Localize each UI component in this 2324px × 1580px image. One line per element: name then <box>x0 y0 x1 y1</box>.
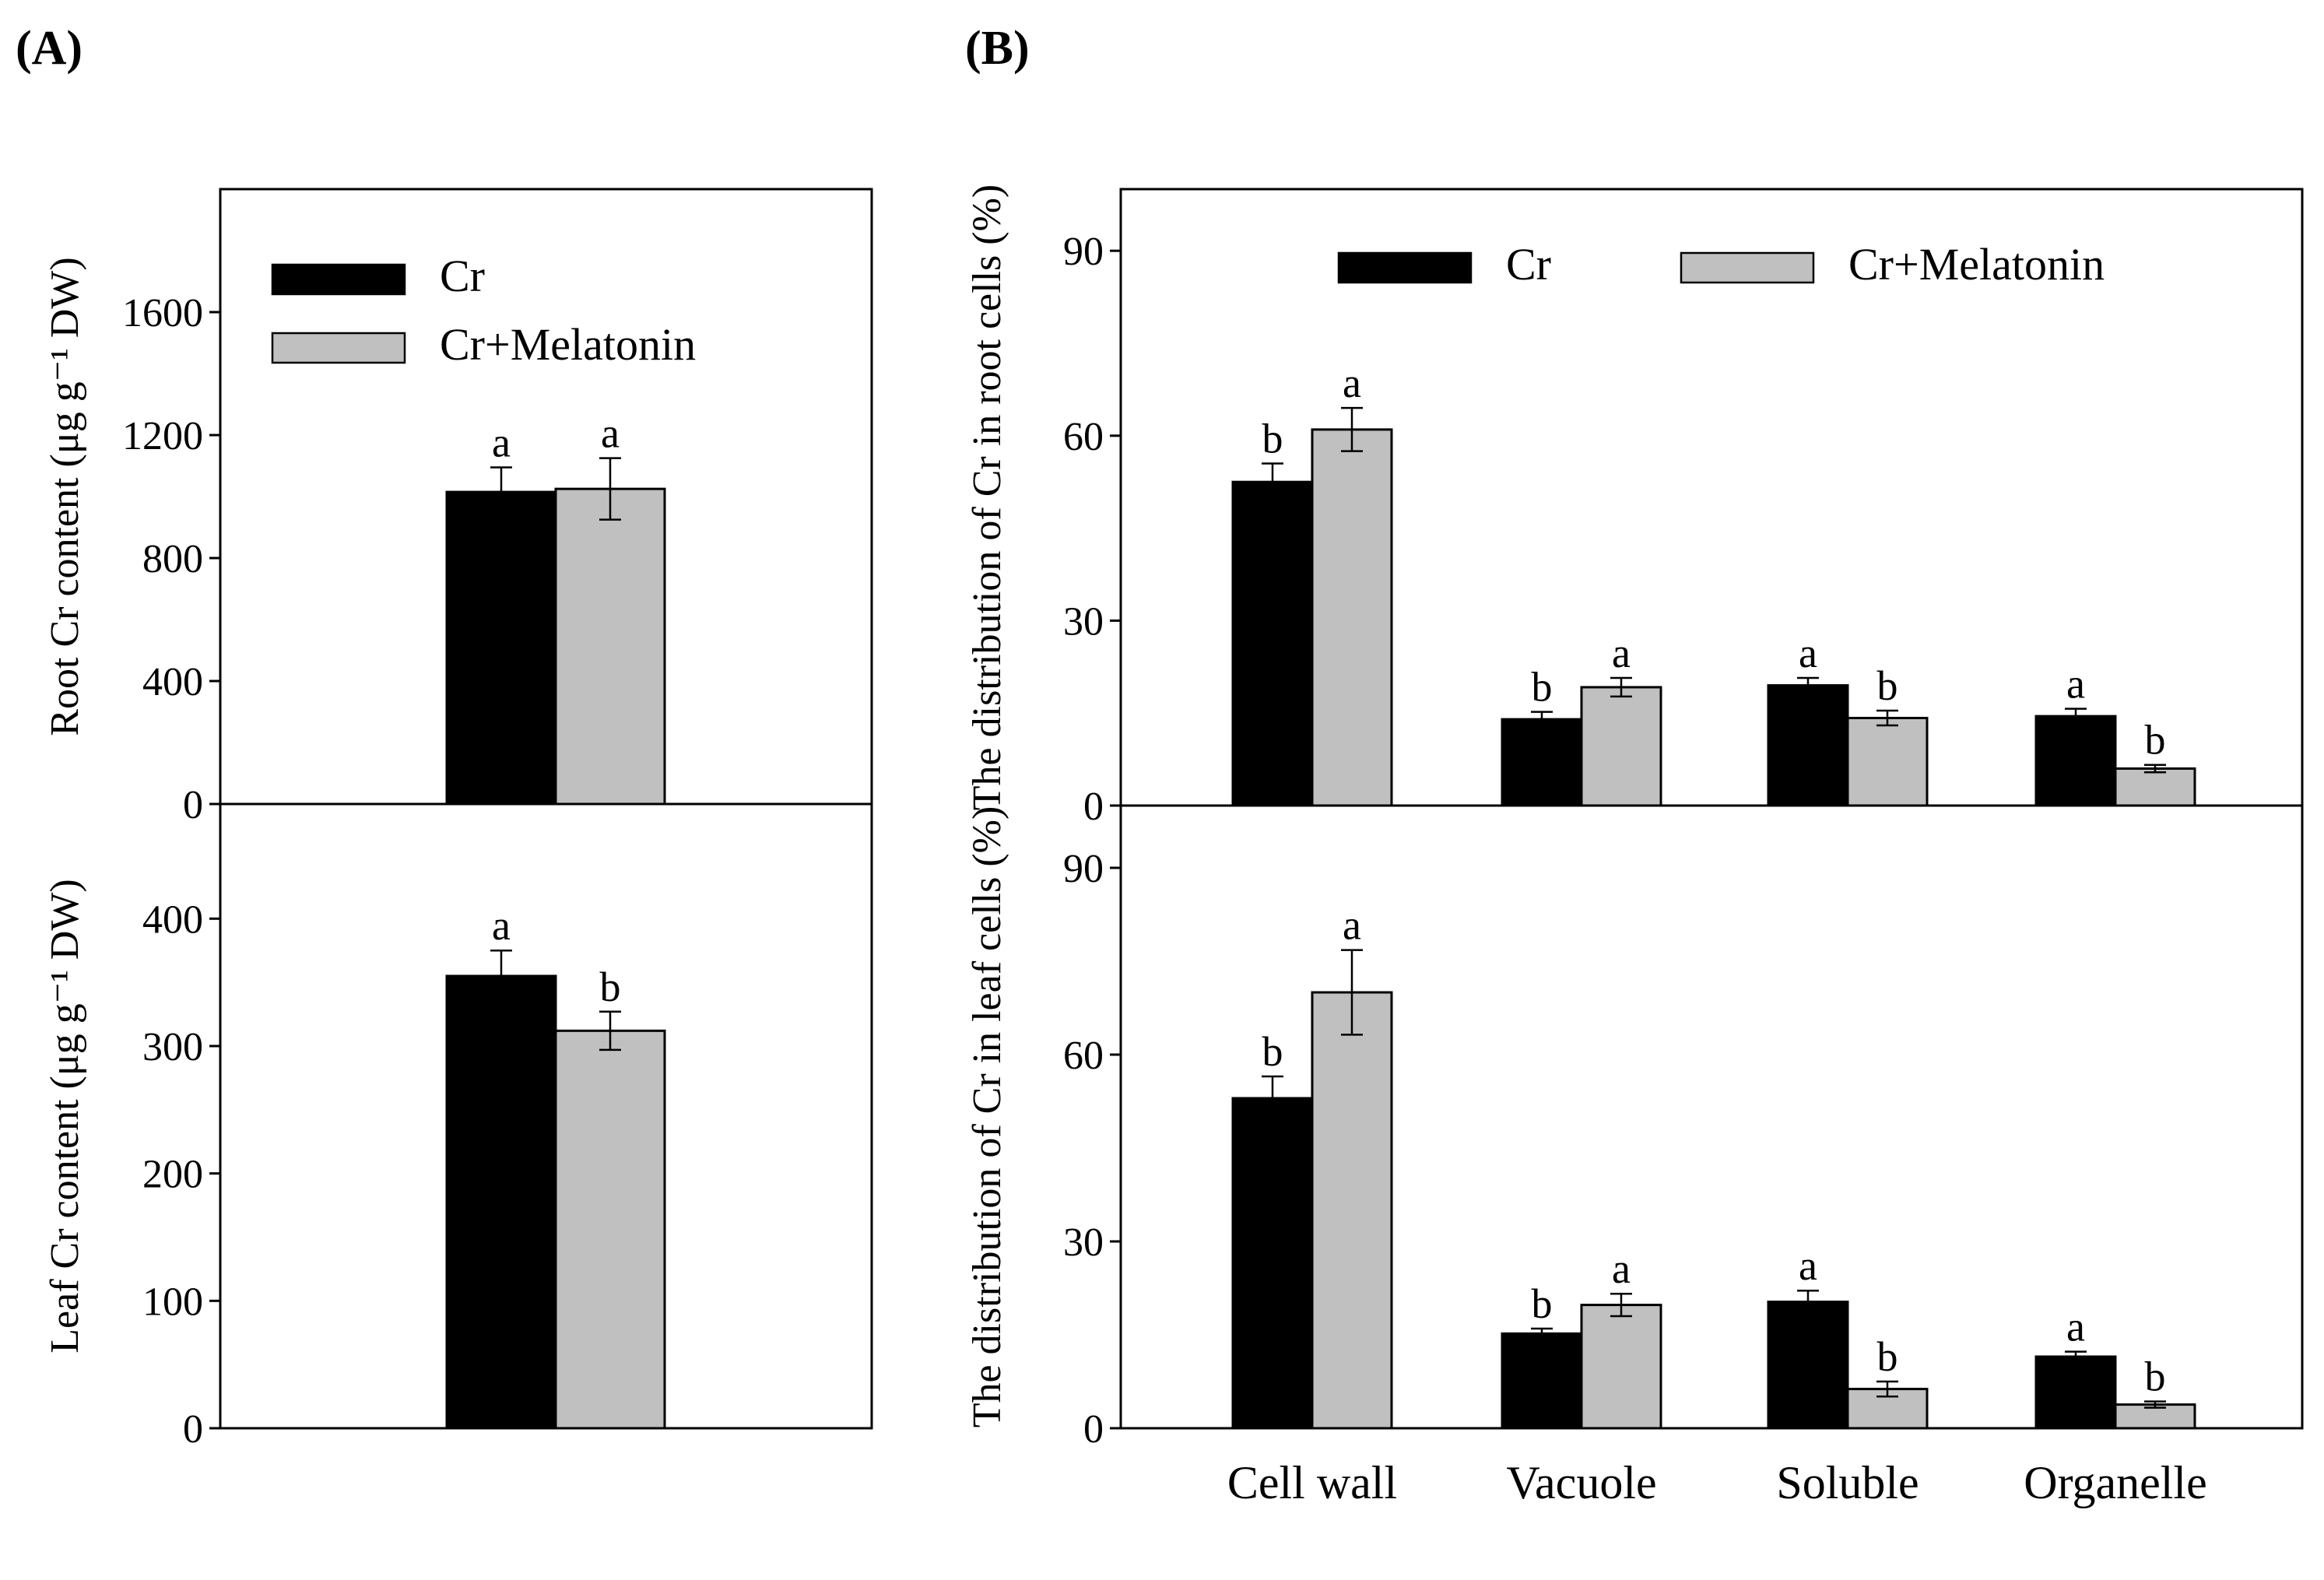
y-tick-label: 30 <box>1063 599 1104 644</box>
chart-A-root: 0 400 800 1200 1600 Root Cr content (μg g⁻¹ D… <box>16 22 873 827</box>
legend-label: Cr <box>440 251 485 301</box>
bar-cr-melatonin <box>1580 686 1662 807</box>
y-tick-label: 800 <box>142 537 203 581</box>
y-tick-label: 400 <box>142 660 203 704</box>
significance-letter: a <box>2066 1304 2085 1350</box>
chart-B-leaf: 0 30 60 90 The distribution of Cr in leaf ce… <box>965 804 2304 1508</box>
y-tick-label: 1200 <box>122 414 203 458</box>
significance-letter: a <box>601 410 620 457</box>
x-category-label: Organelle <box>2024 1457 2206 1508</box>
y-axis-label: The distribution of Cr in root cells (%) <box>965 184 1009 810</box>
legend-swatch-cr-melatonin <box>271 332 406 364</box>
significance-letter: b <box>2145 1354 2166 1400</box>
significance-letter: a <box>1799 630 1817 676</box>
x-category-label: Soluble <box>1776 1457 1919 1508</box>
y-tick-label: 1600 <box>122 291 203 335</box>
significance-letter: a <box>1343 360 1361 406</box>
legend-label: Cr <box>1506 239 1551 290</box>
legend-label: Cr+Melatonin <box>440 319 696 370</box>
legend-swatch-cr <box>271 263 406 296</box>
panel-label: (B) <box>965 22 1030 75</box>
significance-letter: b <box>600 964 621 1010</box>
y-tick-label: 30 <box>1063 1220 1104 1265</box>
y-tick-label: 300 <box>142 1025 203 1069</box>
bar-cr <box>445 490 557 806</box>
y-tick-label: 60 <box>1063 415 1104 459</box>
y-axis-label: Root Cr content (μg g⁻¹ DW) <box>43 257 87 736</box>
significance-letter: a <box>1343 902 1361 949</box>
y-tick-label: 0 <box>1083 785 1104 829</box>
bar-cr <box>2034 715 2117 807</box>
significance-letter: b <box>1262 415 1283 462</box>
bar-cr-melatonin <box>2114 767 2196 807</box>
legend-swatch-cr <box>1337 251 1473 284</box>
significance-letter: b <box>1262 1028 1283 1075</box>
legend-label: Cr+Melatonin <box>1848 239 2105 290</box>
chart-A-leaf: 0 100 200 300 400 Leaf Cr content (μg g⁻¹ DW)… <box>43 802 873 1452</box>
significance-letter: b <box>1532 664 1553 711</box>
y-tick-label: 100 <box>142 1280 203 1324</box>
x-category-label: Cell wall <box>1227 1457 1397 1508</box>
plot-frame <box>1119 804 2304 1430</box>
significance-letter: b <box>1532 1280 1553 1327</box>
significance-letter: a <box>1799 1242 1817 1289</box>
y-tick-label: 0 <box>1083 1407 1104 1452</box>
bar-cr-melatonin <box>1311 991 1393 1430</box>
bar-cr <box>1501 718 1583 807</box>
bar-cr <box>1767 1301 1849 1430</box>
legend-swatch-cr-melatonin <box>1680 251 1815 284</box>
bar-cr <box>1767 684 1849 807</box>
bar-cr-melatonin <box>1846 717 1929 807</box>
bar-cr <box>1231 480 1314 807</box>
y-tick-label: 90 <box>1063 847 1104 891</box>
significance-letter: b <box>1877 662 1898 709</box>
y-tick-label: 90 <box>1063 230 1104 274</box>
y-tick-label: 0 <box>183 1407 203 1452</box>
significance-letter: a <box>1612 630 1631 676</box>
bar-cr <box>445 974 557 1430</box>
chart-B-root: 0 30 60 90 The distribution of Cr in root ce… <box>965 22 2304 829</box>
bar-cr <box>1501 1332 1583 1430</box>
significance-letter: a <box>492 902 511 949</box>
y-tick-label: 400 <box>142 897 203 942</box>
bar-cr-melatonin <box>554 487 666 806</box>
bar-cr-melatonin <box>554 1029 666 1430</box>
x-category-label: Vacuole <box>1506 1457 1656 1508</box>
bar-cr <box>2034 1355 2117 1430</box>
significance-letter: a <box>492 419 511 465</box>
panel-label: (A) <box>16 22 82 75</box>
significance-letter: b <box>2145 717 2166 764</box>
y-tick-label: 0 <box>183 783 203 827</box>
bar-cr-melatonin <box>1580 1304 1662 1430</box>
y-axis-label: Leaf Cr content (μg g⁻¹ DW) <box>43 879 87 1353</box>
significance-letter: a <box>2066 661 2085 707</box>
y-tick-label: 200 <box>142 1153 203 1197</box>
significance-letter: b <box>1877 1333 1898 1380</box>
bar-cr-melatonin <box>1311 428 1393 807</box>
y-axis-label: The distribution of Cr in leaf cells (%) <box>965 806 1009 1428</box>
bar-cr <box>1231 1097 1314 1430</box>
y-tick-label: 60 <box>1063 1034 1104 1078</box>
significance-letter: a <box>1612 1245 1631 1292</box>
